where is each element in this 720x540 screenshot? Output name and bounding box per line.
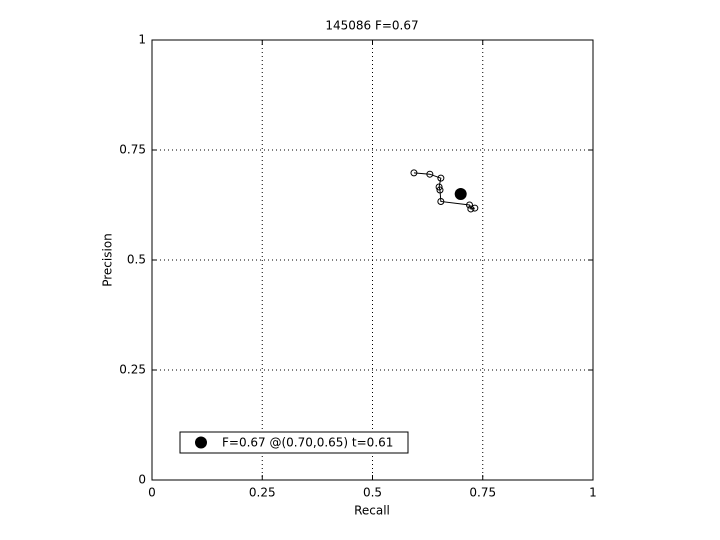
y-tick-label: 0.25 [119, 363, 146, 377]
x-tick-label: 0.75 [469, 486, 496, 500]
x-tick-label: 0.25 [249, 486, 276, 500]
point-marker [436, 186, 444, 194]
y-tick-label: 1 [138, 33, 146, 47]
point-marker [467, 205, 475, 213]
x-axis-label: Recall [354, 504, 390, 518]
point-marker [410, 169, 418, 177]
x-tick-label: 1 [589, 486, 597, 500]
y-tick-label: 0 [138, 473, 146, 487]
best-point [454, 188, 467, 200]
legend-marker [195, 436, 207, 449]
y-axis-label: Precision [101, 233, 115, 287]
y-tick-label: 0.75 [119, 143, 146, 157]
point-marker [437, 174, 445, 182]
point-marker [437, 197, 445, 205]
legend-box [179, 431, 409, 454]
point-marker [466, 201, 474, 209]
x-tick-label: 0 [148, 486, 156, 500]
point-marker [471, 204, 479, 212]
point-marker [435, 183, 443, 191]
point-marker [426, 170, 434, 178]
chart-title: 145086 F=0.67 [325, 19, 418, 33]
y-tick-label: 0.5 [127, 253, 146, 267]
x-tick-label: 0.5 [363, 486, 382, 500]
legend-label: F=0.67 @(0.70,0.65) t=0.61 [222, 436, 393, 450]
axes-frame [151, 39, 594, 481]
